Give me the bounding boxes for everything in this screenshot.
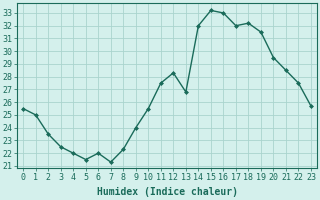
X-axis label: Humidex (Indice chaleur): Humidex (Indice chaleur)	[97, 187, 237, 197]
